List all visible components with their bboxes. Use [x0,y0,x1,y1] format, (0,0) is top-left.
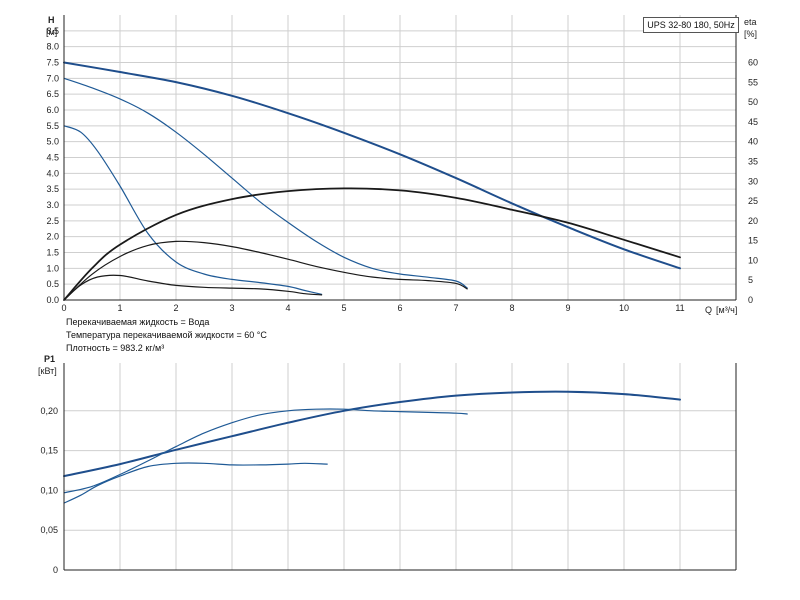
y-tick-label: 4.0 [46,168,59,178]
y-tick-label: 2.5 [46,216,59,226]
y-tick-label: 8.5 [46,26,59,36]
y2-tick-label: 0 [748,295,753,305]
y2-tick-label: 55 [748,77,758,87]
note-temperature: Температура перекачиваемой жидкости = 60… [66,330,267,340]
x-axis-unit-flow: [м³/ч] [716,305,737,315]
top-chart-series [63,61,681,301]
head-curve-1 [63,77,468,289]
y2-tick-label: 45 [748,117,758,127]
x-tick-label: 9 [565,303,570,313]
y-tick-label: 5.0 [46,137,59,147]
y2-tick-label: 40 [748,137,758,147]
power-curve-2 [63,462,328,504]
y2-tick-label: 15 [748,236,758,246]
y2-tick-label: 30 [748,176,758,186]
y-tick-label: 2.0 [46,232,59,242]
chart-axes [63,15,737,571]
x-tick-label: 4 [285,303,290,313]
efficiency-curve-4 [63,240,468,301]
y-tick-label: 1.0 [46,263,59,273]
y2-tick-label: 50 [748,97,758,107]
y-tick-label: 0.0 [46,295,59,305]
x-tick-label: 11 [675,303,684,313]
y-axis-unit-head: [м] [46,27,57,37]
y2-tick-label: 20 [748,216,758,226]
x-axis-label-flow: Q [705,305,712,315]
y-tick-label: 4.5 [46,153,59,163]
y-tick-label: 1.5 [46,248,59,258]
y-tick-label: 7.5 [46,58,59,68]
y-tick-label: 3.0 [46,200,59,210]
y-axis-label-head: H [48,15,55,25]
x-tick-label: 0 [61,303,66,313]
y-tick-label: 3.5 [46,184,59,194]
note-density: Плотность = 983.2 кг/м³ [66,343,165,353]
efficiency-curve-5 [63,274,323,301]
y2-tick-label: 5 [748,275,753,285]
x-tick-label: 10 [619,303,629,313]
y2-tick-label: 25 [748,196,758,206]
x-tick-label: 3 [229,303,234,313]
note-fluid: Перекачиваемая жидкость = Вода [66,317,210,327]
power-tick-label: 0,20 [40,406,58,416]
x-tick-label: 5 [341,303,346,313]
chart-title: UPS 32-80 180, 50Hz [643,17,739,33]
bottom-chart-series [63,390,681,504]
y-axis-label-power: P1 [44,354,55,364]
x-tick-label: 7 [453,303,458,313]
y-tick-label: 5.5 [46,121,59,131]
efficiency-curve-3 [63,187,681,301]
power-curve-0 [63,390,681,478]
x-tick-label: 6 [397,303,402,313]
y2-tick-label: 60 [748,58,758,68]
y2-axis-unit-eta: [%] [744,29,757,39]
y-tick-label: 7.0 [46,73,59,83]
x-tick-label: 1 [117,303,122,313]
y-axis-unit-power: [кВт] [38,366,57,376]
y2-axis-label-eta: eta [744,17,757,27]
head-curve-2 [63,125,323,295]
top-chart-grid [63,15,736,301]
power-curve-1 [63,408,468,494]
power-tick-label: 0,15 [40,446,58,456]
y-tick-label: 6.5 [46,89,59,99]
y-tick-label: 8.0 [46,42,59,52]
power-tick-label: 0,05 [40,525,58,535]
power-tick-label: 0 [53,565,58,575]
y-tick-label: 0.5 [46,279,59,289]
head-curve-0 [63,61,681,270]
x-tick-label: 2 [173,303,178,313]
y-tick-label: 6.0 [46,105,59,115]
x-tick-label: 8 [509,303,514,313]
y2-tick-label: 10 [748,255,758,265]
y2-tick-label: 35 [748,156,758,166]
power-tick-label: 0,10 [40,485,58,495]
chart-tick-labels: 0 1 2 3 4 5 6 7 8 9 10 110.00.51.01.52.02.53.03.54.… [40,26,758,575]
